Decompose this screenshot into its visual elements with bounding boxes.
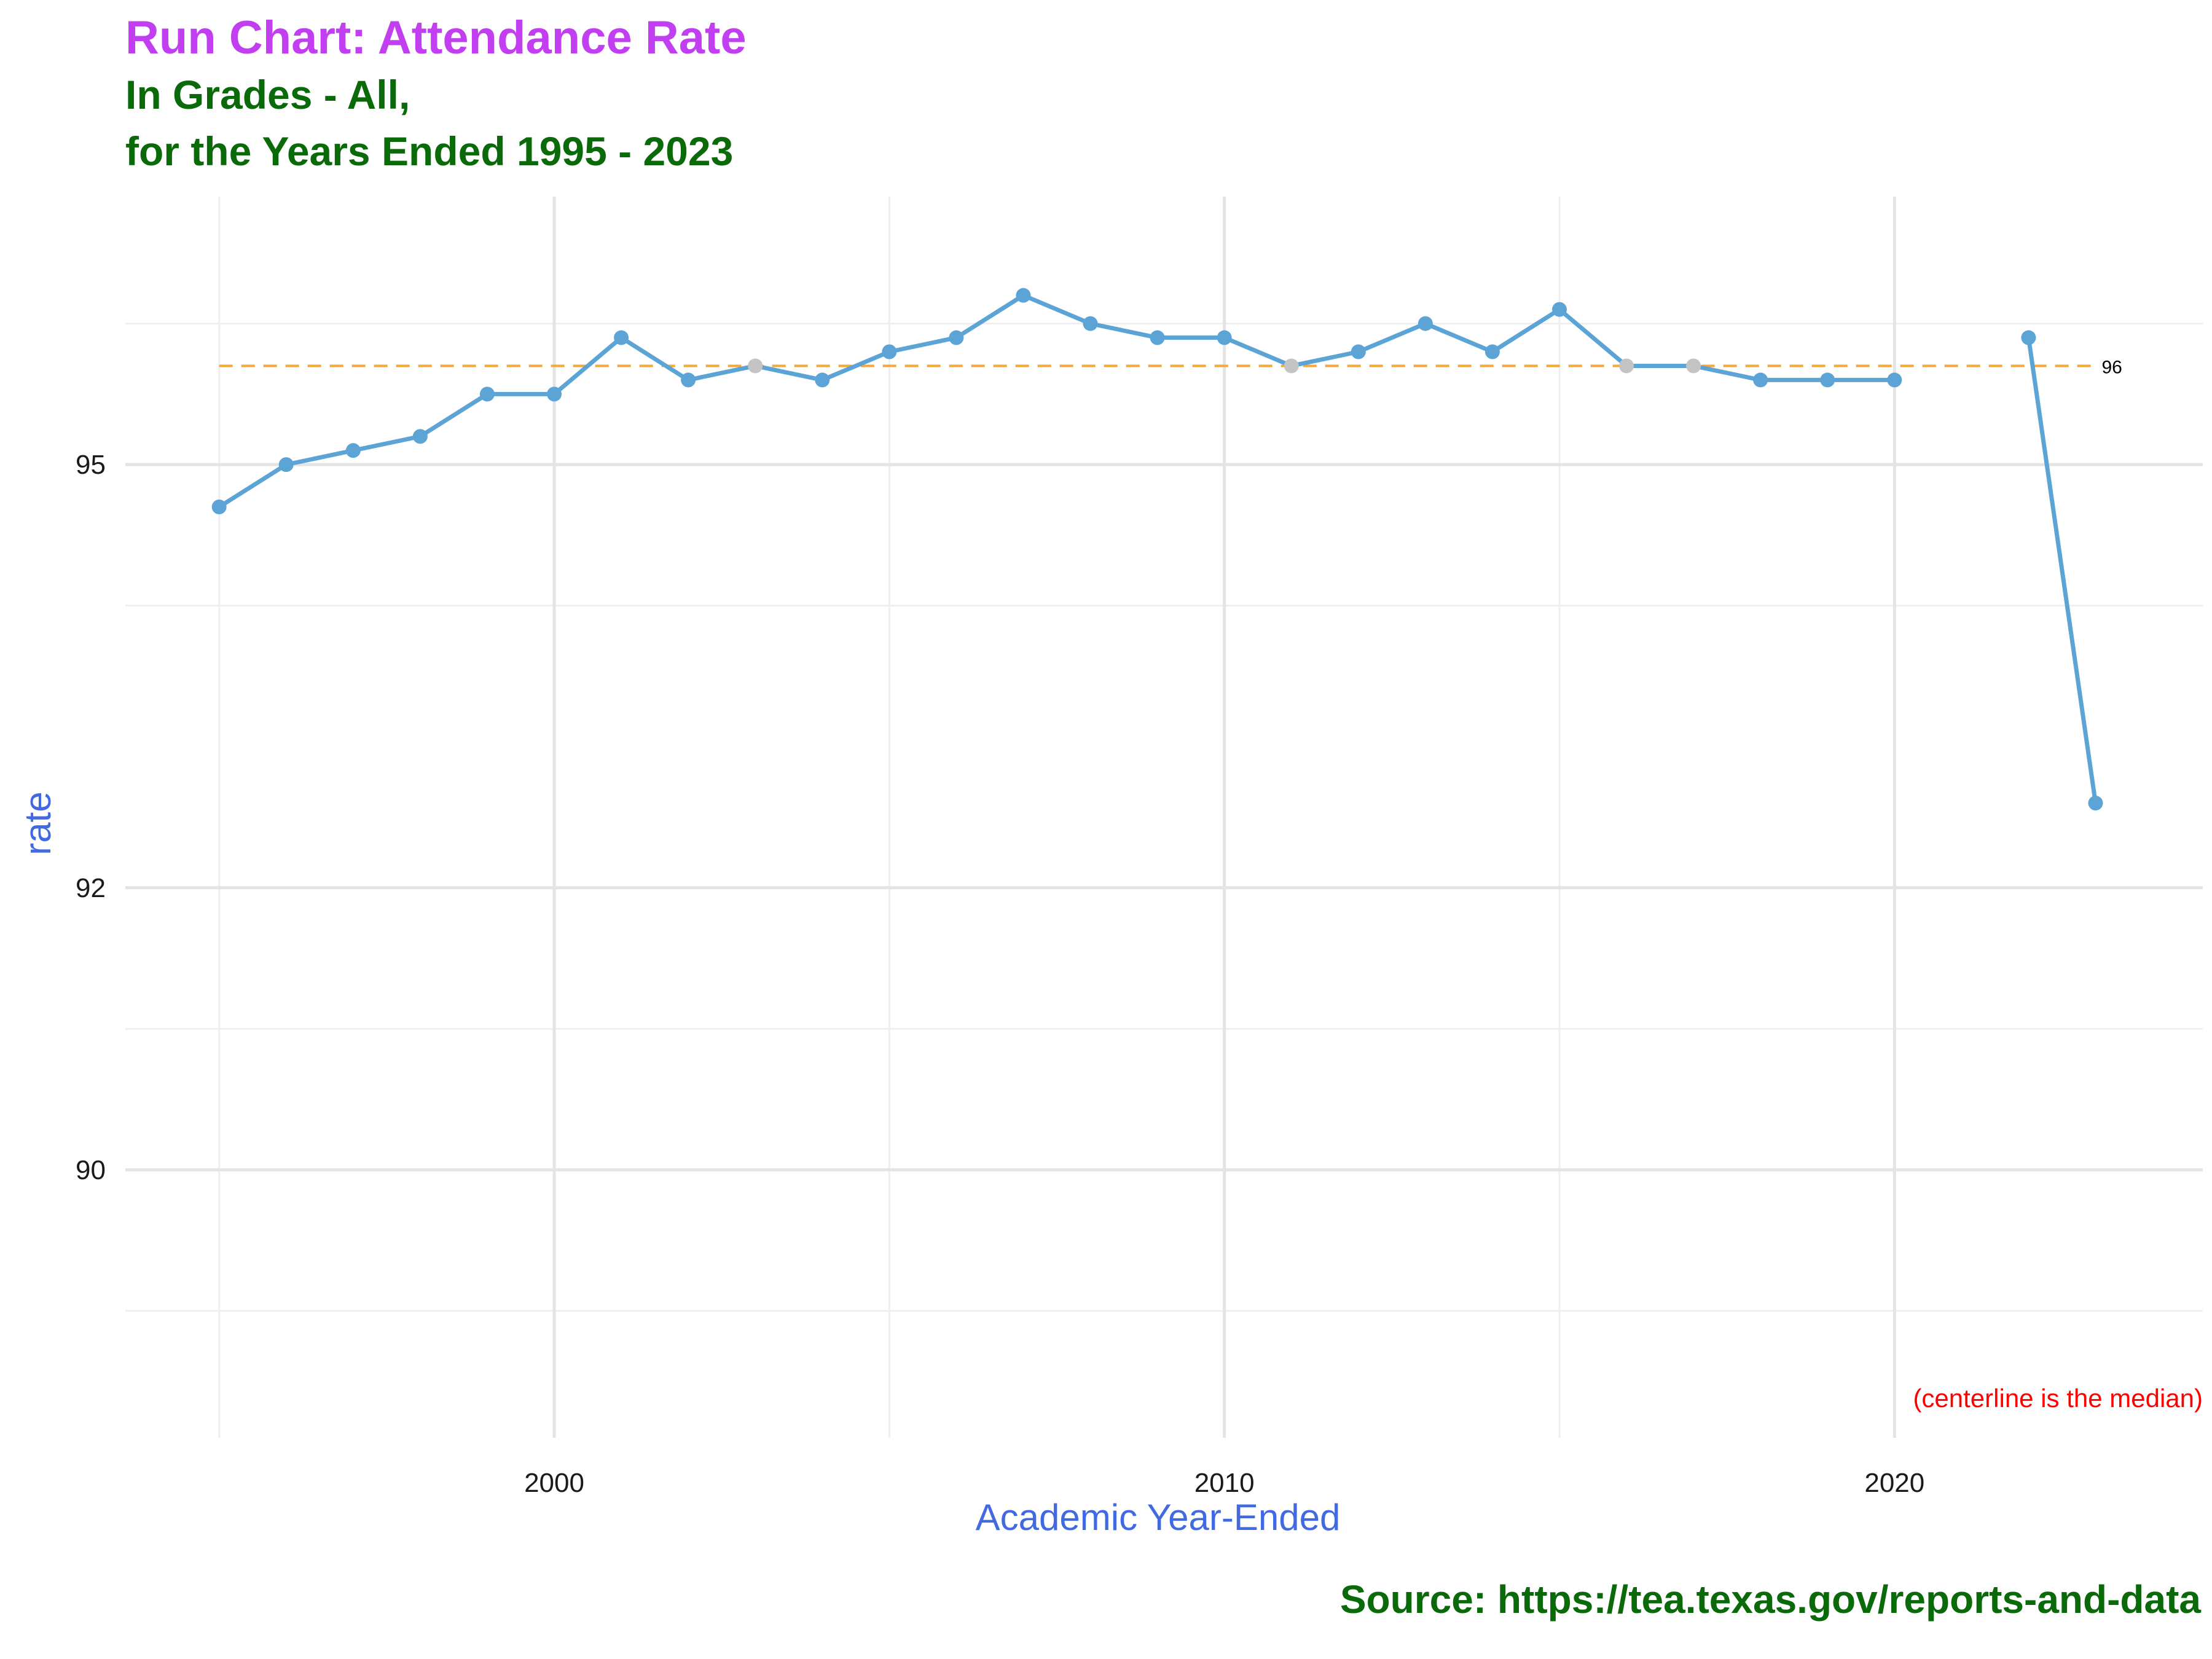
data-point	[1484, 344, 1500, 359]
data-point	[1150, 330, 1165, 345]
x-tick-label: 2020	[1864, 1468, 1924, 1498]
data-point	[1753, 372, 1768, 388]
data-point	[1887, 372, 1902, 388]
chart-subtitle-line2: for the Years Ended 1995 - 2023	[125, 128, 734, 174]
data-point	[2021, 330, 2036, 345]
data-point	[547, 386, 562, 402]
data-point	[1820, 372, 1835, 388]
data-point	[1418, 316, 1433, 331]
data-point	[345, 443, 361, 458]
data-point	[211, 500, 227, 514]
data-point	[2088, 796, 2103, 811]
y-axis-title: rate	[17, 791, 58, 855]
data-point	[1619, 358, 1634, 374]
data-point	[278, 457, 294, 473]
y-tick-label: 95	[76, 450, 106, 480]
centerline-label: 96	[2101, 357, 2122, 377]
series-line	[2026, 335, 2098, 806]
data-point	[1351, 344, 1366, 359]
data-point	[1551, 302, 1567, 317]
x-tick-label: 2000	[524, 1468, 584, 1498]
data-point	[748, 358, 763, 374]
chart-subtitle-line1: In Grades - All,	[125, 72, 410, 117]
chart-title: Run Chart: Attendance Rate	[125, 12, 747, 64]
data-point	[479, 386, 495, 402]
data-point	[1083, 316, 1098, 331]
data-point	[681, 372, 696, 388]
data-point	[949, 330, 964, 345]
x-axis-title: Academic Year-Ended	[976, 1497, 1341, 1538]
data-point	[1217, 330, 1232, 345]
series-line	[217, 293, 1897, 509]
data-point	[1284, 358, 1299, 374]
x-tick-label: 2010	[1194, 1468, 1255, 1498]
data-point	[614, 330, 629, 345]
data-point	[1686, 358, 1701, 374]
data-point	[882, 344, 897, 359]
annotation-text: (centerline is the median)	[1913, 1384, 2203, 1413]
chart-caption: Source: https://tea.texas.gov/reports-an…	[1339, 1577, 2201, 1622]
y-tick-label: 92	[76, 873, 106, 903]
y-tick-label: 90	[76, 1155, 106, 1185]
data-point	[815, 372, 830, 388]
data-point	[412, 429, 428, 444]
data-point	[1016, 288, 1031, 303]
